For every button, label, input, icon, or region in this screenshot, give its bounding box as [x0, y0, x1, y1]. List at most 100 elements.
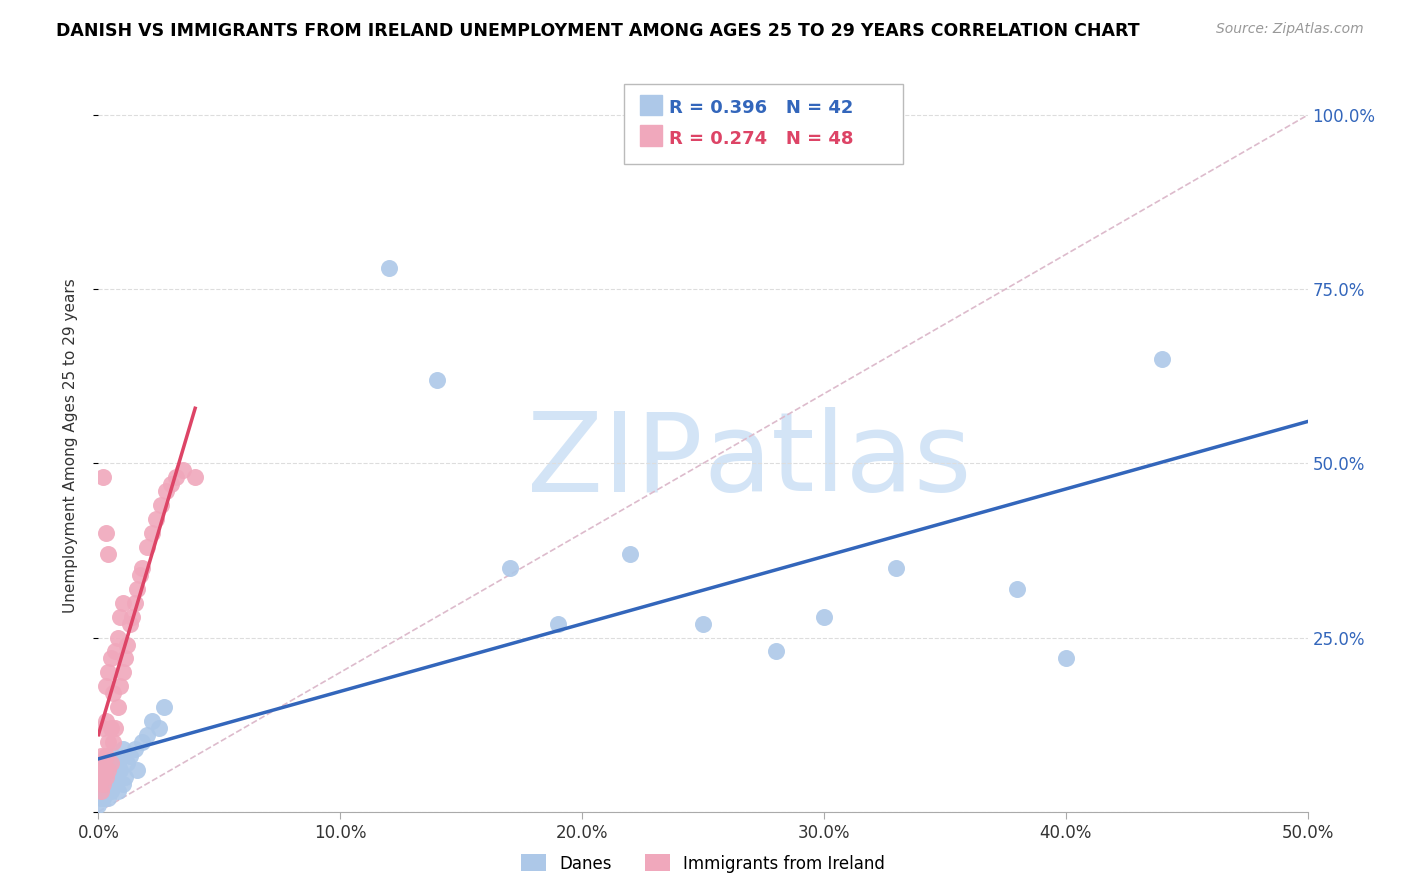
Point — [124, 742, 146, 756]
Point — [131, 561, 153, 575]
Point — [152, 700, 174, 714]
Point — [135, 540, 157, 554]
Point — [107, 700, 129, 714]
Point — [90, 749, 112, 764]
Point — [91, 777, 114, 791]
Point — [87, 797, 110, 812]
Bar — [640, 126, 662, 146]
Point — [141, 526, 163, 541]
Point — [101, 749, 124, 764]
Point — [619, 547, 641, 561]
Point — [94, 777, 117, 791]
Point — [118, 749, 141, 764]
Point — [90, 790, 112, 805]
Point — [135, 728, 157, 742]
Point — [90, 770, 112, 784]
Point — [94, 526, 117, 541]
Point — [155, 484, 177, 499]
Point — [97, 547, 120, 561]
Point — [97, 790, 120, 805]
Text: DANISH VS IMMIGRANTS FROM IRELAND UNEMPLOYMENT AMONG AGES 25 TO 29 YEARS CORRELA: DANISH VS IMMIGRANTS FROM IRELAND UNEMPL… — [56, 22, 1140, 40]
Point — [100, 721, 122, 735]
Point — [141, 714, 163, 728]
Point — [114, 651, 136, 665]
Point — [94, 749, 117, 764]
Point — [94, 714, 117, 728]
Point — [111, 665, 134, 680]
Point — [90, 784, 112, 798]
Point — [426, 373, 449, 387]
Point — [377, 261, 399, 276]
Point — [97, 763, 120, 777]
Point — [118, 616, 141, 631]
Point — [101, 735, 124, 749]
Point — [165, 470, 187, 484]
Text: Source: ZipAtlas.com: Source: ZipAtlas.com — [1216, 22, 1364, 37]
Point — [107, 756, 129, 770]
Point — [94, 770, 117, 784]
Point — [100, 784, 122, 798]
Point — [100, 763, 122, 777]
FancyBboxPatch shape — [624, 84, 903, 164]
Point — [91, 721, 114, 735]
Bar — [640, 95, 662, 115]
Point — [87, 784, 110, 798]
Point — [111, 596, 134, 610]
Point — [97, 735, 120, 749]
Point — [108, 763, 131, 777]
Point — [498, 561, 520, 575]
Point — [117, 638, 139, 652]
Point — [101, 777, 124, 791]
Point — [148, 721, 170, 735]
Point — [547, 616, 569, 631]
Point — [121, 609, 143, 624]
Point — [100, 651, 122, 665]
Point — [128, 567, 150, 582]
Point — [692, 616, 714, 631]
Point — [124, 596, 146, 610]
Point — [107, 631, 129, 645]
Point — [127, 582, 149, 596]
Point — [131, 735, 153, 749]
Point — [108, 679, 131, 693]
Text: ZIP: ZIP — [527, 407, 703, 514]
Point — [91, 756, 114, 770]
Point — [91, 470, 114, 484]
Point — [87, 770, 110, 784]
Point — [108, 609, 131, 624]
Point — [87, 763, 110, 777]
Text: atlas: atlas — [703, 407, 972, 514]
Point — [150, 498, 173, 512]
Point — [94, 679, 117, 693]
Point — [184, 470, 207, 484]
Point — [114, 770, 136, 784]
Point — [765, 644, 787, 658]
Point — [117, 756, 139, 770]
Y-axis label: Unemployment Among Ages 25 to 29 years: Unemployment Among Ages 25 to 29 years — [63, 278, 77, 614]
Point — [107, 784, 129, 798]
Point — [97, 665, 120, 680]
Point — [91, 790, 114, 805]
Point — [111, 742, 134, 756]
Point — [91, 763, 114, 777]
Point — [94, 784, 117, 798]
Point — [90, 770, 112, 784]
Point — [813, 609, 835, 624]
Point — [104, 770, 127, 784]
Point — [1007, 582, 1029, 596]
Text: R = 0.396   N = 42: R = 0.396 N = 42 — [669, 99, 853, 117]
Legend: Danes, Immigrants from Ireland: Danes, Immigrants from Ireland — [515, 847, 891, 880]
Point — [1152, 351, 1174, 366]
Point — [886, 561, 908, 575]
Point — [104, 644, 127, 658]
Point — [160, 477, 183, 491]
Point — [1054, 651, 1077, 665]
Point — [101, 686, 124, 700]
Text: R = 0.274   N = 48: R = 0.274 N = 48 — [669, 130, 853, 148]
Point — [127, 763, 149, 777]
Point — [172, 463, 194, 477]
Point — [145, 512, 167, 526]
Point — [104, 721, 127, 735]
Point — [111, 777, 134, 791]
Point — [100, 756, 122, 770]
